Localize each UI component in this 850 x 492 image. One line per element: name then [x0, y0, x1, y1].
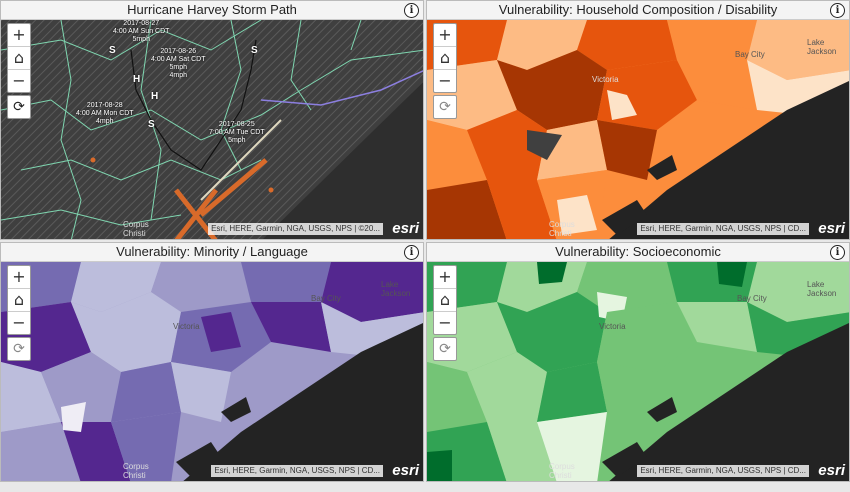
storm-symbol: S: [148, 119, 155, 130]
storm-label: 2017-08-28 4:00 AM Mon CDT 4mph: [76, 102, 134, 125]
storm-symbol: S: [109, 45, 116, 56]
esri-logo[interactable]: esri: [392, 462, 419, 479]
place-bay-city: Bay City: [735, 50, 765, 59]
gulf-water: [183, 322, 423, 481]
info-icon[interactable]: i: [404, 245, 419, 260]
attribution[interactable]: Esri, HERE, Garmin, NGA, USGS, NPS | CD.…: [637, 465, 809, 477]
refresh-button[interactable]: ⟳: [7, 95, 31, 119]
storm-track: [130, 39, 257, 171]
household-map-svg: [427, 20, 849, 239]
esri-logo[interactable]: esri: [392, 220, 419, 237]
zoom-control: + ⌂ −: [7, 265, 31, 335]
storm-label: 2017-08-25 7:00 AM Tue CDT 5mph: [209, 121, 265, 144]
home-button[interactable]: ⌂: [434, 289, 456, 312]
storm-boundary: [260, 70, 423, 106]
place-victoria: Victoria: [592, 75, 619, 84]
place-bay-city: Bay City: [311, 294, 341, 303]
place-lake-jackson: Lake Jackson: [381, 280, 411, 298]
storm-map[interactable]: 2017-08-27 4:00 AM Sun CDT 5mph 2017-08-…: [1, 20, 423, 239]
place-lake-jackson: Lake Jackson: [807, 38, 837, 56]
place-corpus-christi: Corpus Christi: [123, 462, 149, 480]
refresh-button[interactable]: ⟳: [433, 95, 457, 119]
storm-symbol: S: [251, 45, 258, 56]
socioeconomic-map[interactable]: Victoria Bay City Lake Jackson Corpus Ch…: [427, 262, 849, 481]
esri-logo[interactable]: esri: [818, 220, 845, 237]
zoom-control: + ⌂ −: [433, 265, 457, 335]
place-corpus-christi: Corpus Christi: [549, 462, 575, 480]
zoom-out-button[interactable]: −: [438, 313, 452, 332]
attribution[interactable]: Esri, HERE, Garmin, NGA, USGS, NPS | CD.…: [637, 223, 809, 235]
zoom-in-button[interactable]: +: [434, 24, 456, 47]
storm-map-svg: [1, 20, 423, 239]
minority-map-svg: [1, 262, 423, 481]
refresh-button[interactable]: ⟳: [7, 337, 31, 361]
zoom-control: + ⌂ −: [433, 23, 457, 93]
home-button[interactable]: ⌂: [8, 289, 30, 312]
gulf-water: [609, 80, 849, 239]
esri-logo[interactable]: esri: [818, 462, 845, 479]
zoom-out-button[interactable]: −: [438, 71, 452, 90]
panel-title: Vulnerability: Household Composition / D…: [427, 1, 849, 20]
place-corpus-christi: Corpus Christi: [549, 220, 575, 238]
zoom-out-button[interactable]: −: [12, 313, 26, 332]
zoom-control: + ⌂ −: [7, 23, 31, 93]
household-map[interactable]: Victoria Bay City Lake Jackson Corpus Ch…: [427, 20, 849, 239]
attribution[interactable]: Esri, HERE, Garmin, NGA, USGS, NPS | CD.…: [211, 465, 383, 477]
place-lake-jackson: Lake Jackson: [807, 280, 837, 298]
storm-label: 2017-08-26 4:00 AM Sat CDT 5mph 4mph: [151, 48, 206, 79]
coastline: [200, 119, 282, 201]
place-corpus-christi: Corpus Christi: [123, 220, 149, 238]
storm-symbol: H: [133, 74, 141, 85]
panel-title: Vulnerability: Socioeconomic: [427, 243, 849, 262]
minority-map[interactable]: Victoria Bay City Lake Jackson Corpus Ch…: [1, 262, 423, 481]
zoom-in-button[interactable]: +: [8, 24, 30, 47]
refresh-button[interactable]: ⟳: [433, 337, 457, 361]
storm-path-panel: Hurricane Harvey Storm Path i: [0, 0, 424, 240]
gulf-water: [609, 322, 849, 481]
gulf-water: [263, 81, 423, 239]
info-icon[interactable]: i: [830, 3, 845, 18]
household-vulnerability-panel: Vulnerability: Household Composition / D…: [426, 0, 850, 240]
socioeconomic-vulnerability-panel: Vulnerability: Socioeconomic i: [426, 242, 850, 482]
panel-title: Hurricane Harvey Storm Path: [1, 1, 423, 20]
zoom-in-button[interactable]: +: [8, 266, 30, 289]
zoom-out-button[interactable]: −: [12, 71, 26, 90]
storm-label: 2017-08-27 4:00 AM Sun CDT 5mph: [113, 20, 170, 43]
info-icon[interactable]: i: [830, 245, 845, 260]
socioeconomic-map-svg: [427, 262, 849, 481]
home-button[interactable]: ⌂: [434, 47, 456, 70]
place-victoria: Victoria: [599, 322, 626, 331]
home-button[interactable]: ⌂: [8, 47, 30, 70]
minority-vulnerability-panel: Vulnerability: Minority / Language i: [0, 242, 424, 482]
zoom-in-button[interactable]: +: [434, 266, 456, 289]
storm-symbol: H: [151, 91, 159, 102]
place-victoria: Victoria: [173, 322, 200, 331]
place-bay-city: Bay City: [737, 294, 767, 303]
panel-title: Vulnerability: Minority / Language: [1, 243, 423, 262]
attribution[interactable]: Esri, HERE, Garmin, NGA, USGS, NPS | ©20…: [208, 223, 383, 235]
info-icon[interactable]: i: [404, 3, 419, 18]
